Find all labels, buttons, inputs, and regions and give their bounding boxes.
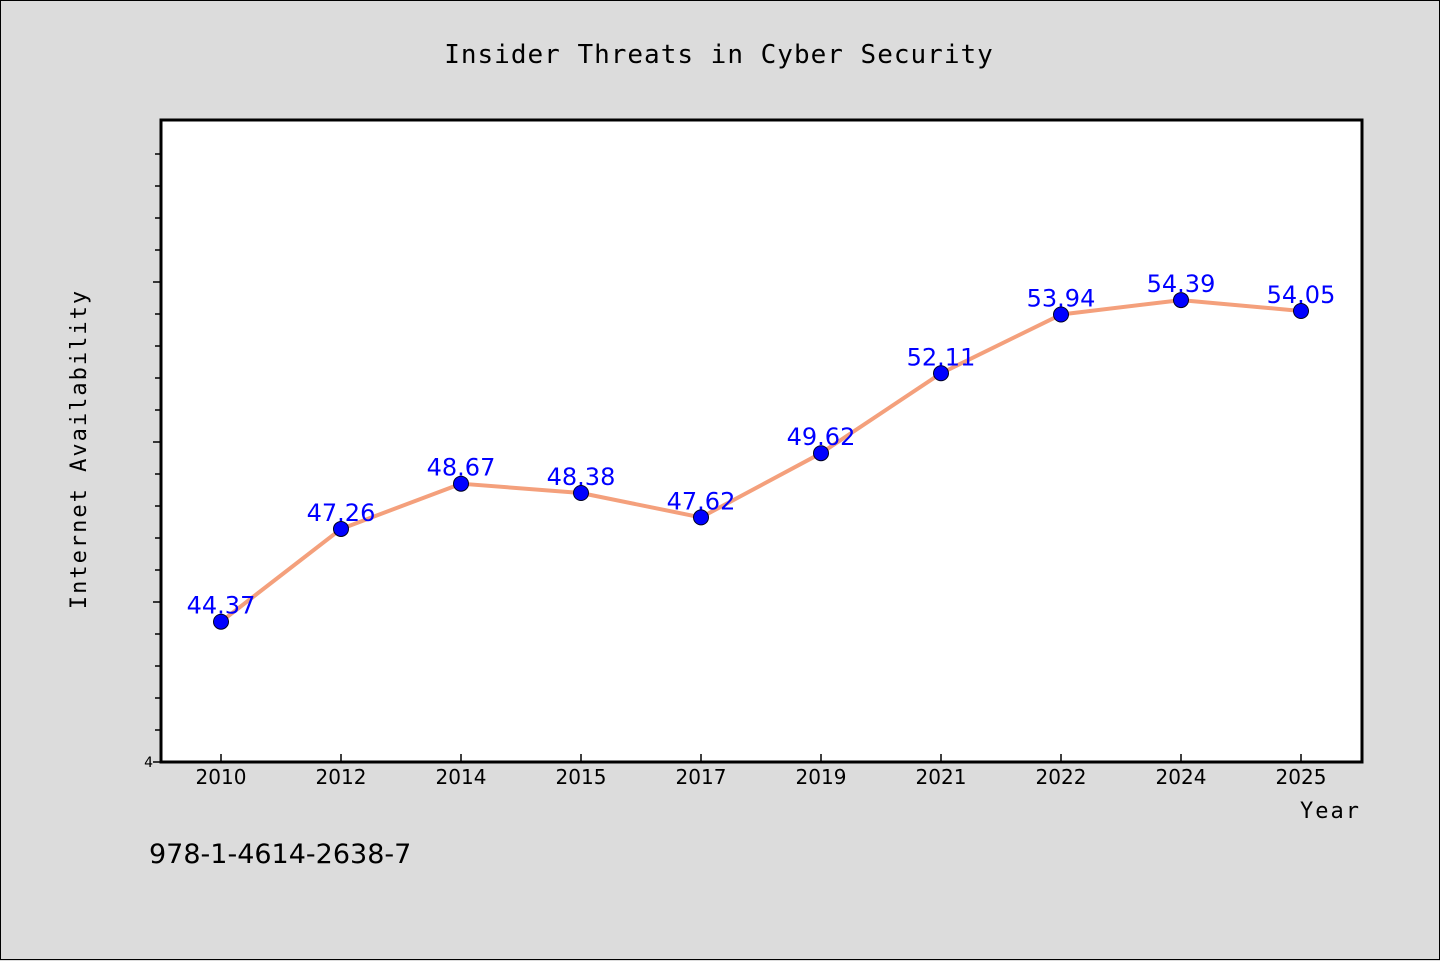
data-value-label: 47.62 (667, 487, 736, 515)
series-group: 44.37 47.26 48.67 48.38 47.62 49.62 52.11 53.94… (187, 270, 1336, 630)
data-point-marker (573, 485, 589, 502)
data-value-label: 54.39 (1147, 270, 1216, 298)
x-tick-label: 2010 (196, 765, 247, 789)
data-point-marker (453, 475, 469, 492)
data-value-label: 54.05 (1267, 281, 1336, 309)
data-value-label: 44.37 (187, 592, 256, 620)
data-point-marker (213, 613, 229, 630)
x-tick-label: 2019 (796, 765, 847, 789)
data-point-marker (1173, 292, 1189, 309)
data-point-marker (333, 520, 349, 537)
data-value-label: 47.26 (307, 499, 376, 527)
data-value-label: 48.67 (427, 454, 496, 482)
x-tick-label: 2021 (916, 765, 967, 789)
data-value-label: 53.94 (1027, 285, 1096, 313)
x-tick-label: 2025 (1276, 765, 1327, 789)
data-value-label: 49.62 (787, 423, 856, 451)
data-point-marker (813, 445, 829, 462)
x-tick-label: 2014 (436, 765, 487, 789)
y-tick-label: 4 (144, 755, 153, 771)
y-axis-label: Internet Availability (67, 289, 92, 609)
isbn-label: 978-1-4614-2638-7 (149, 839, 411, 870)
x-tick-label: 2022 (1036, 765, 1087, 789)
x-tick-label: 2017 (676, 765, 727, 789)
x-tick-label: 2015 (556, 765, 607, 789)
data-point-marker (933, 365, 949, 382)
data-value-label: 48.38 (547, 463, 616, 491)
data-point-marker (1293, 302, 1309, 319)
x-tick-label: 2024 (1156, 765, 1207, 789)
y-axis-ticks: 4 (144, 153, 161, 771)
plot-area (159, 118, 1364, 764)
x-axis-ticks: 2010 2012 2014 2015 2017 2019 2021 2022 2024 2025 (196, 754, 1327, 789)
data-value-label: 52.11 (907, 343, 976, 371)
series-line (219, 298, 1303, 624)
x-axis-label: Year (1300, 799, 1361, 824)
x-tick-label: 2012 (316, 765, 367, 789)
data-point-marker (693, 509, 709, 526)
data-point-marker (1053, 306, 1069, 323)
chart-title: Insider Threats in Cyber Security (444, 40, 994, 70)
